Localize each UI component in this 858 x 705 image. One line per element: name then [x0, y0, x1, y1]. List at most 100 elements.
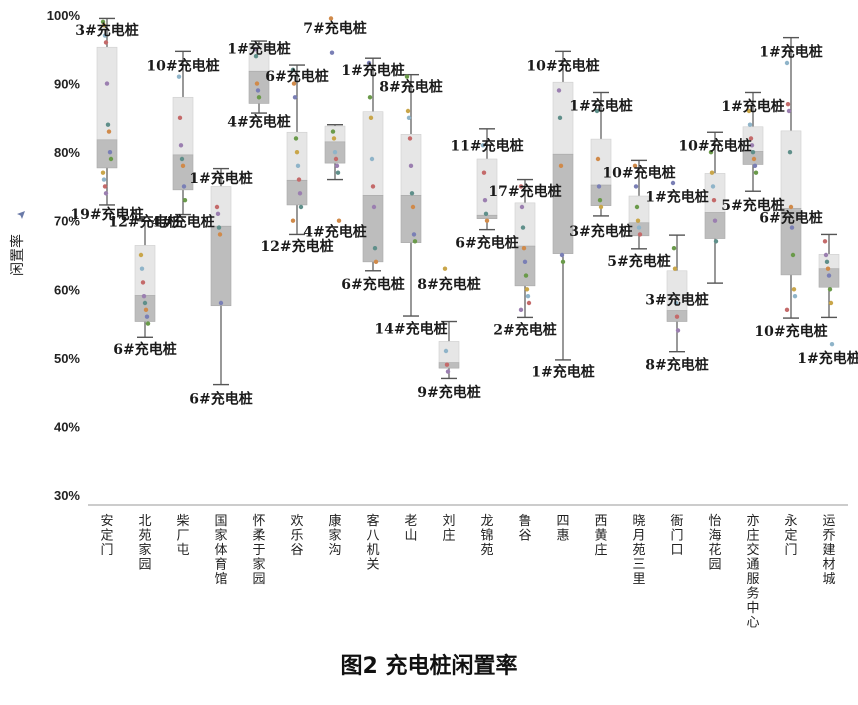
data-point [746, 108, 752, 114]
data-point [481, 170, 487, 175]
data-point [559, 252, 565, 258]
point-annotation: 1#充电桩 [569, 98, 632, 115]
data-point [634, 204, 640, 210]
data-point [290, 218, 296, 223]
data-point [673, 300, 679, 306]
data-point [144, 314, 150, 319]
data-point [749, 143, 755, 148]
data-point [371, 204, 377, 210]
box-upper [552, 81, 574, 155]
x-tick-label: 怀柔于家园 [252, 514, 265, 587]
data-point [182, 197, 188, 203]
data-point [829, 341, 835, 347]
x-tick-label: 老山 [404, 514, 417, 544]
point-annotation: 6#充电桩 [341, 276, 404, 293]
point-annotation: 6#充电桩 [455, 235, 518, 252]
data-point [217, 232, 223, 237]
y-tick-label: 40% [54, 419, 80, 434]
data-point [594, 108, 600, 114]
x-tick-label: 北苑家园 [138, 514, 151, 573]
data-point [102, 33, 108, 38]
data-point [335, 170, 341, 175]
data-point [181, 184, 187, 189]
data-point [784, 60, 790, 66]
data-point [218, 300, 224, 306]
data-point [632, 163, 638, 169]
data-point [557, 115, 563, 121]
y-tick-label: 50% [54, 351, 80, 366]
point-annotation: 11#充电桩 [450, 137, 523, 154]
y-tick-label: 70% [54, 214, 80, 229]
point-annotation: 3#充电桩 [75, 22, 138, 39]
point-annotation: 4#充电桩 [303, 224, 366, 241]
data-point [598, 204, 604, 210]
data-point [825, 266, 831, 271]
data-point [293, 136, 299, 141]
data-point [521, 245, 527, 251]
data-point [786, 108, 792, 114]
point-annotation: 2#充电桩 [493, 322, 556, 339]
data-point [253, 53, 259, 59]
data-point [790, 252, 796, 258]
chart-area: 30%40%50%60%70%80%90%100%闲置率3#充电桩19#充电桩1… [9, 8, 858, 631]
box-lower [96, 139, 118, 169]
point-annotation: 1#充电桩 [341, 62, 404, 79]
data-point [369, 156, 375, 162]
data-point [100, 170, 106, 175]
data-point [784, 307, 790, 313]
data-point [750, 149, 756, 155]
data-point [596, 184, 602, 189]
box-upper [134, 245, 156, 296]
y-tick-label: 30% [54, 488, 80, 503]
data-point [406, 115, 412, 121]
data-point [788, 204, 794, 210]
data-point [180, 163, 186, 169]
data-point [558, 163, 564, 169]
data-point [405, 108, 411, 114]
point-annotation: 12#充电桩 [260, 238, 333, 255]
data-point [752, 163, 758, 169]
figure-caption: 图2 充电桩闲置率 [340, 654, 518, 679]
data-point [824, 259, 830, 265]
data-point [103, 191, 109, 196]
box-lower [172, 154, 194, 191]
data-point [255, 88, 261, 93]
y-tick-label: 90% [54, 77, 80, 92]
data-point [179, 156, 185, 162]
data-point [442, 266, 448, 271]
data-point [711, 197, 717, 203]
data-point [787, 149, 793, 155]
box-upper [362, 111, 384, 196]
point-annotation: 9#充电桩 [417, 384, 480, 401]
data-point [672, 266, 678, 271]
x-tick-label: 龙锦苑 [480, 514, 493, 558]
data-point [636, 225, 642, 230]
point-annotation: 4#充电桩 [151, 213, 214, 230]
x-tick-label: 欢乐谷 [290, 514, 303, 558]
point-annotation: 19#充电桩 [70, 206, 143, 223]
data-point [105, 122, 111, 127]
point-annotation: 1#充电桩 [227, 41, 290, 58]
y-tick-label: 80% [54, 145, 80, 160]
data-point [216, 225, 222, 230]
data-point [674, 314, 680, 319]
data-point [372, 245, 378, 251]
x-tick-label: 柴厂屯 [176, 514, 189, 558]
point-annotation: 6#充电桩 [189, 390, 252, 407]
point-annotation: 1#充电桩 [797, 350, 858, 367]
data-point [480, 143, 486, 148]
data-point [525, 293, 531, 299]
data-point [142, 300, 148, 306]
data-point [524, 287, 530, 292]
data-point [368, 115, 374, 121]
data-point [292, 95, 298, 100]
data-point [294, 149, 300, 155]
data-point [145, 321, 151, 326]
data-point [140, 280, 146, 285]
data-point [252, 47, 258, 52]
data-point [404, 74, 410, 79]
data-point [712, 218, 718, 223]
data-point [675, 328, 681, 333]
data-point [141, 293, 147, 299]
point-annotation: 1#充电桩 [645, 189, 708, 206]
